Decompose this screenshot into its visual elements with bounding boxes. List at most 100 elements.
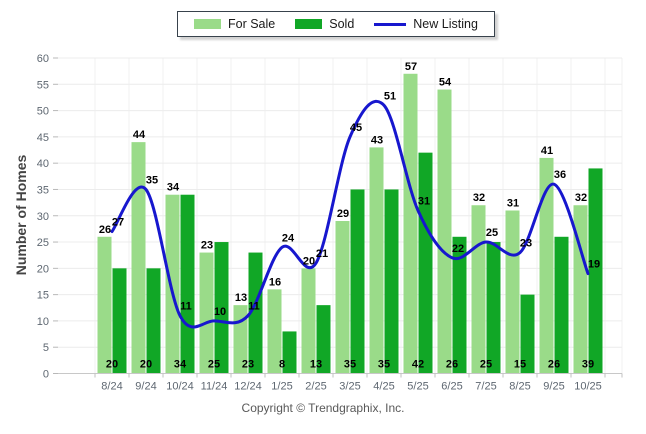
svg-text:7/25: 7/25 [475,381,496,393]
svg-text:3/25: 3/25 [339,381,360,393]
new-listing-value-label: 35 [146,174,158,186]
bar-for-sale [301,268,316,374]
sold-value-label: 25 [480,359,492,371]
for-sale-value-label: 43 [371,134,383,146]
svg-text:0: 0 [43,369,49,381]
new-listing-value-label: 25 [486,227,498,239]
bars-sold [112,152,603,374]
svg-text:45: 45 [37,132,49,144]
svg-text:5/25: 5/25 [407,381,428,393]
new-listing-value-label: 45 [350,122,362,134]
svg-text:25: 25 [37,237,49,249]
bar-for-sale [165,194,180,374]
bar-sold [554,236,569,374]
new-listing-line [110,99,590,329]
new-listing-value-label: 10 [214,306,226,318]
bar-sold [180,194,195,374]
bar-for-sale [471,205,486,374]
sold-value-label: 35 [344,359,356,371]
bar-sold [146,268,161,374]
bar-sold [350,189,365,374]
for-sale-value-label: 54 [439,77,452,89]
bar-for-sale [437,89,452,374]
svg-text:40: 40 [37,158,49,170]
svg-text:20: 20 [37,263,49,275]
new-listing-value-label: 11 [248,301,260,313]
copyright-text: Copyright © Trendgraphix, Inc. [241,401,405,415]
for-sale-value-label: 16 [269,276,281,288]
for-sale-value-label: 44 [133,129,146,141]
legend-label-for-sale: For Sale [228,16,276,31]
svg-text:15: 15 [37,290,49,302]
bar-for-sale [335,221,350,374]
new-listing-value-label: 22 [452,243,464,255]
sold-value-label: 15 [514,359,526,371]
bar-for-sale [131,142,146,374]
bar-sold [248,252,263,374]
value-labels: 26 20 27 44 20 35 34 34 11 23 25 10 13 23 11 16 8 24 20 13 2… [99,61,600,371]
new-listing-value-label: 21 [316,248,328,260]
sold-value-label: 8 [279,359,285,371]
for-sale-value-label: 41 [541,145,553,157]
svg-text:30: 30 [37,211,49,223]
new-listing-value-label: 36 [554,169,566,181]
new-listing-line-swatch-icon [374,22,407,26]
x-axis-labels: 8/24 9/24 10/24 11/24 12/24 1/25 2/25 3/25 4/25 5… [101,381,601,393]
new-listing-value-label: 11 [180,301,192,313]
bar-sold [112,268,127,374]
new-listing-value-label: 23 [520,238,532,250]
sold-value-label: 20 [106,359,118,371]
bar-sold [520,294,535,374]
legend: For Sale Sold New Listing [177,11,495,37]
sold-swatch-icon [295,19,323,29]
for-sale-value-label: 29 [337,208,349,220]
new-listing-value-label: 19 [588,259,600,271]
sold-value-label: 26 [446,359,458,371]
legend-item-for-sale: For Sale [194,18,275,31]
bar-sold [452,236,467,374]
svg-text:1/25: 1/25 [271,381,292,393]
for-sale-value-label: 23 [201,240,213,252]
svg-text:9/24: 9/24 [135,381,156,393]
svg-text:2/25: 2/25 [305,381,326,393]
svg-text:60: 60 [37,53,49,65]
for-sale-value-label: 26 [99,224,111,236]
svg-text:9/25: 9/25 [543,381,564,393]
new-listing-value-label: 27 [112,217,124,229]
legend-item-new-listing: New Listing [374,18,478,31]
bars-for-sale [97,73,588,374]
axes [53,57,623,378]
sold-value-label: 39 [582,359,594,371]
sold-value-label: 35 [378,359,390,371]
new-listing-value-label: 31 [418,195,430,207]
sold-value-label: 26 [548,359,560,371]
for-sale-value-label: 57 [405,61,417,73]
legend-item-sold: Sold [295,18,354,31]
for-sale-value-label: 32 [575,192,587,204]
bar-for-sale [199,252,214,374]
bar-for-sale [267,289,282,374]
bar-for-sale [403,73,418,374]
for-sale-swatch-icon [194,19,221,29]
svg-text:4/25: 4/25 [373,381,394,393]
legend-label-sold: Sold [329,16,355,31]
new-listing-value-label: 24 [282,232,295,244]
legend-label-new-listing: New Listing [413,16,478,31]
bar-for-sale [505,210,520,374]
svg-text:10/25: 10/25 [574,381,602,393]
bar-sold [214,242,229,374]
bar-for-sale [97,236,112,374]
sold-value-label: 42 [412,359,424,371]
svg-text:11/24: 11/24 [201,381,228,393]
svg-text:10: 10 [37,316,49,328]
y-axis-labels: 0 5 10 15 20 25 30 35 40 45 50 55 60 [37,53,49,381]
svg-text:12/24: 12/24 [234,381,262,393]
bar-sold [316,305,331,374]
new-listing-value-label: 51 [384,90,396,102]
svg-text:35: 35 [37,184,49,196]
bar-for-sale [369,147,384,374]
bar-sold [588,168,603,374]
sold-value-label: 13 [310,359,322,371]
